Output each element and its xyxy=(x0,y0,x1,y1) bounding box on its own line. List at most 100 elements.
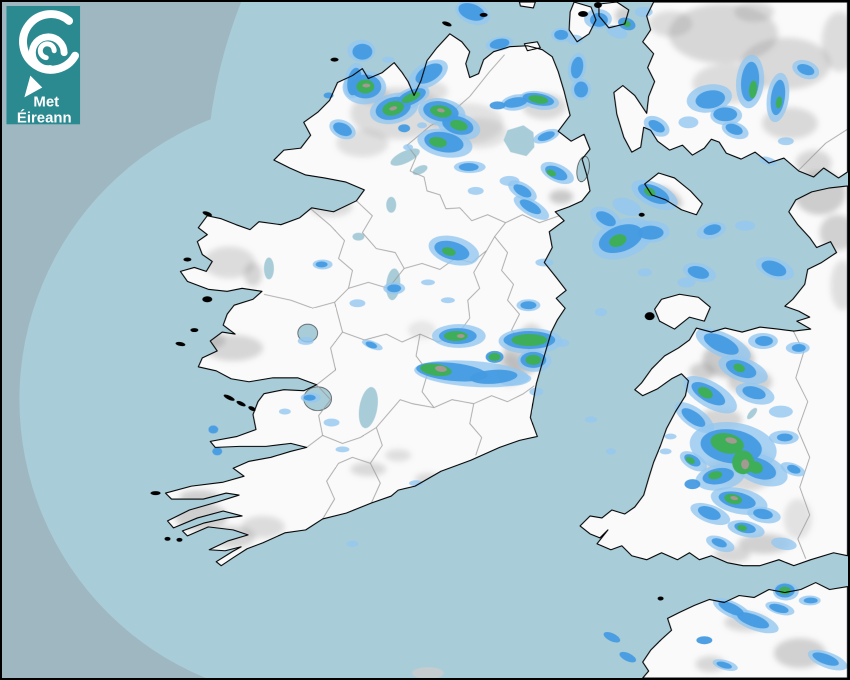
precip-cell-moderate xyxy=(703,333,739,355)
precip-cell-heavy xyxy=(737,524,748,531)
met-eireann-logo: Met Éireann xyxy=(6,5,81,126)
precip-cell-light xyxy=(768,405,793,418)
precip-cell-light xyxy=(409,480,424,487)
precip-cell-light xyxy=(606,25,628,39)
precip-cell-very-heavy xyxy=(741,459,750,470)
precip-cell-moderate xyxy=(458,3,486,21)
precip-cell-moderate xyxy=(352,43,373,60)
lough-allen xyxy=(386,196,397,213)
border-scotland-england xyxy=(797,128,848,172)
precip-cell-moderate xyxy=(458,163,479,171)
precip-cell-moderate xyxy=(387,284,402,293)
precip-cell-light xyxy=(323,418,340,427)
precip-cell-light xyxy=(440,297,455,304)
precip-cell-moderate xyxy=(596,211,616,227)
county-border xyxy=(263,288,349,309)
logo-text-line1: Met xyxy=(33,94,59,110)
precip-cell-light xyxy=(659,448,672,455)
precip-cell-moderate xyxy=(716,661,732,669)
precip-cell-heavy xyxy=(710,433,744,454)
precip-cell-moderate xyxy=(570,56,584,79)
precip-cell-heavy xyxy=(775,96,782,109)
precip-cell-light xyxy=(594,308,607,317)
precip-cell-light xyxy=(529,387,544,396)
precip-cell-moderate xyxy=(513,184,532,198)
precip-cell-moderate xyxy=(718,601,744,616)
calf-of-man xyxy=(638,212,645,217)
precip-cell-very-heavy xyxy=(730,495,739,501)
precip-cell-moderate xyxy=(208,425,219,434)
precip-cell-light xyxy=(567,34,584,45)
precip-cell-light xyxy=(664,433,677,440)
precip-cell-moderate xyxy=(703,224,722,235)
precip-cell-heavy xyxy=(708,471,723,480)
precip-cell-light xyxy=(605,448,616,455)
precipitation-layer xyxy=(208,2,848,678)
precip-cell-moderate xyxy=(812,652,839,666)
precip-cell-moderate xyxy=(711,538,727,548)
precip-cell-heavy xyxy=(511,334,548,346)
precip-cell-heavy xyxy=(429,137,447,148)
precip-cell-heavy xyxy=(488,352,501,361)
precip-cell-moderate xyxy=(603,632,621,643)
precip-cell-moderate xyxy=(681,408,706,427)
precip-cell-moderate xyxy=(684,479,701,490)
precip-cell-moderate xyxy=(398,124,411,133)
precip-cell-light xyxy=(278,408,291,415)
precip-cell-moderate xyxy=(769,603,789,614)
county-border xyxy=(306,384,331,448)
precip-cell-moderate xyxy=(753,508,773,520)
precip-cell-moderate xyxy=(637,225,664,240)
county-border xyxy=(310,208,405,289)
precip-cell-moderate xyxy=(761,260,787,277)
holy-island xyxy=(644,312,655,321)
precip-cell-heavy xyxy=(685,456,695,464)
tory-island xyxy=(330,57,339,62)
precip-cell-light xyxy=(421,279,435,286)
precip-cell-moderate xyxy=(737,612,770,629)
precip-cell-moderate xyxy=(365,341,378,349)
precip-cell-ground-clutter xyxy=(412,667,444,678)
precip-cell-heavy xyxy=(609,234,627,247)
precip-cell-moderate xyxy=(713,107,738,122)
lough-gara xyxy=(352,232,365,241)
precip-cell-light xyxy=(585,416,597,423)
precip-cell-light xyxy=(467,186,484,195)
precip-cell-moderate xyxy=(695,90,726,109)
precip-cell-moderate xyxy=(503,97,528,108)
offshore-islets xyxy=(150,2,664,601)
blasket-islands xyxy=(150,491,161,496)
precip-cell-moderate xyxy=(469,369,518,384)
precip-cell-heavy xyxy=(546,169,556,177)
precip-cell-light xyxy=(349,299,366,308)
precip-cell-moderate xyxy=(787,464,801,474)
precip-cell-moderate xyxy=(687,265,710,279)
aran-islands xyxy=(223,394,235,401)
precip-cell-heavy xyxy=(778,586,791,595)
precip-cell-light xyxy=(555,339,570,347)
precip-cell-light xyxy=(637,268,652,277)
precip-cell-light xyxy=(382,56,395,63)
county-border xyxy=(322,399,435,444)
strangford-lough xyxy=(576,155,590,183)
precip-cell-light xyxy=(499,175,520,186)
precip-cell-heavy xyxy=(525,354,542,365)
precip-cell-heavy xyxy=(747,461,763,474)
precip-cell-moderate xyxy=(303,394,316,401)
precip-cell-moderate xyxy=(648,120,665,133)
precip-cell-heavy xyxy=(528,95,549,104)
precip-cell-very-heavy xyxy=(725,437,738,444)
precip-cell-moderate xyxy=(619,651,637,663)
precip-cell-very-heavy xyxy=(436,108,445,113)
logo-text-line2: Éireann xyxy=(17,109,72,126)
precip-cell-light xyxy=(403,144,414,151)
precip-cell-light xyxy=(297,337,314,345)
precip-cell-moderate xyxy=(803,597,818,604)
precip-cell-heavy xyxy=(733,363,745,373)
border-wales-england xyxy=(792,329,811,559)
precip-cell-very-heavy xyxy=(456,334,465,339)
precip-cell-very-heavy xyxy=(362,83,371,88)
precip-cell-light xyxy=(335,446,350,453)
